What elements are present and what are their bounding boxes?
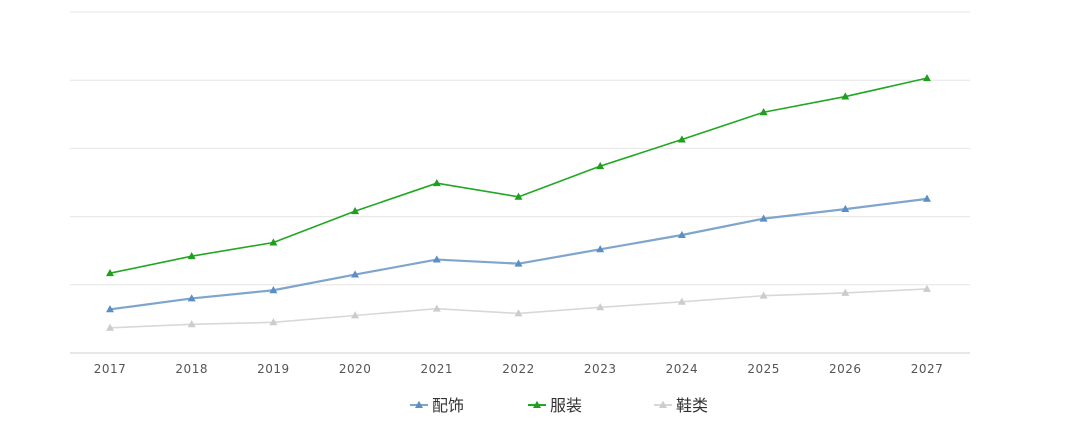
data-point[interactable] (759, 291, 768, 299)
legend-item[interactable]: 服装 (528, 396, 582, 415)
data-point[interactable] (841, 288, 850, 296)
data-point[interactable] (677, 297, 686, 305)
data-point[interactable] (841, 204, 850, 213)
data-point[interactable] (187, 320, 196, 328)
data-point[interactable] (759, 214, 768, 222)
x-axis-ticks: 2017 2018 2019 2020 2021 2022 2023 2024 2025 2026… (94, 362, 944, 376)
legend-label: 鞋类 (676, 396, 708, 415)
data-point[interactable] (596, 245, 605, 253)
data-point[interactable] (432, 255, 441, 263)
x-tick-label: 2019 (257, 362, 290, 376)
x-tick-label: 2023 (584, 362, 617, 376)
legend: 配饰 服装 鞋类 (410, 396, 708, 415)
data-point[interactable] (351, 206, 360, 215)
legend-marker (659, 400, 667, 408)
legend-marker (415, 400, 423, 408)
data-point[interactable] (923, 73, 931, 82)
legend-label: 服装 (550, 396, 582, 415)
data-point[interactable] (432, 178, 441, 187)
data-point[interactable] (432, 304, 441, 312)
grid-lines (70, 11, 970, 354)
data-point[interactable] (514, 192, 523, 200)
data-point[interactable] (351, 311, 360, 319)
data-point[interactable] (596, 161, 605, 170)
data-point[interactable] (677, 135, 686, 143)
x-tick-label: 2018 (175, 362, 208, 376)
x-tick-label: 2026 (829, 362, 862, 376)
data-point[interactable] (841, 92, 850, 100)
data-point[interactable] (187, 294, 196, 302)
x-tick-label: 2022 (502, 362, 535, 376)
data-point[interactable] (106, 323, 114, 331)
data-point[interactable] (514, 259, 523, 267)
x-tick-label: 2020 (339, 362, 372, 376)
series-2 (106, 73, 931, 277)
legend-label: 配饰 (432, 396, 464, 415)
data-point[interactable] (759, 108, 768, 116)
series-layer (106, 73, 931, 331)
x-tick-label: 2025 (747, 362, 780, 376)
legend-item[interactable]: 配饰 (410, 396, 464, 415)
data-point[interactable] (351, 270, 360, 278)
data-point[interactable] (923, 284, 931, 292)
legend-marker (533, 400, 541, 408)
series-3 (106, 284, 931, 331)
data-point[interactable] (269, 238, 278, 246)
legend-item[interactable]: 鞋类 (654, 396, 708, 415)
x-tick-label: 2021 (421, 362, 454, 376)
data-point[interactable] (923, 194, 931, 202)
data-point[interactable] (269, 318, 278, 326)
series-1 (106, 194, 931, 313)
data-point[interactable] (269, 286, 278, 294)
data-point[interactable] (677, 230, 686, 238)
series-line (109, 197, 928, 311)
x-tick-label: 2027 (911, 362, 944, 376)
data-point[interactable] (596, 303, 605, 311)
series-line (109, 77, 928, 274)
x-tick-label: 2017 (94, 362, 127, 376)
x-tick-label: 2024 (666, 362, 699, 376)
data-point[interactable] (106, 305, 114, 313)
data-point[interactable] (514, 309, 523, 317)
data-point[interactable] (106, 269, 114, 277)
data-point[interactable] (187, 251, 196, 260)
